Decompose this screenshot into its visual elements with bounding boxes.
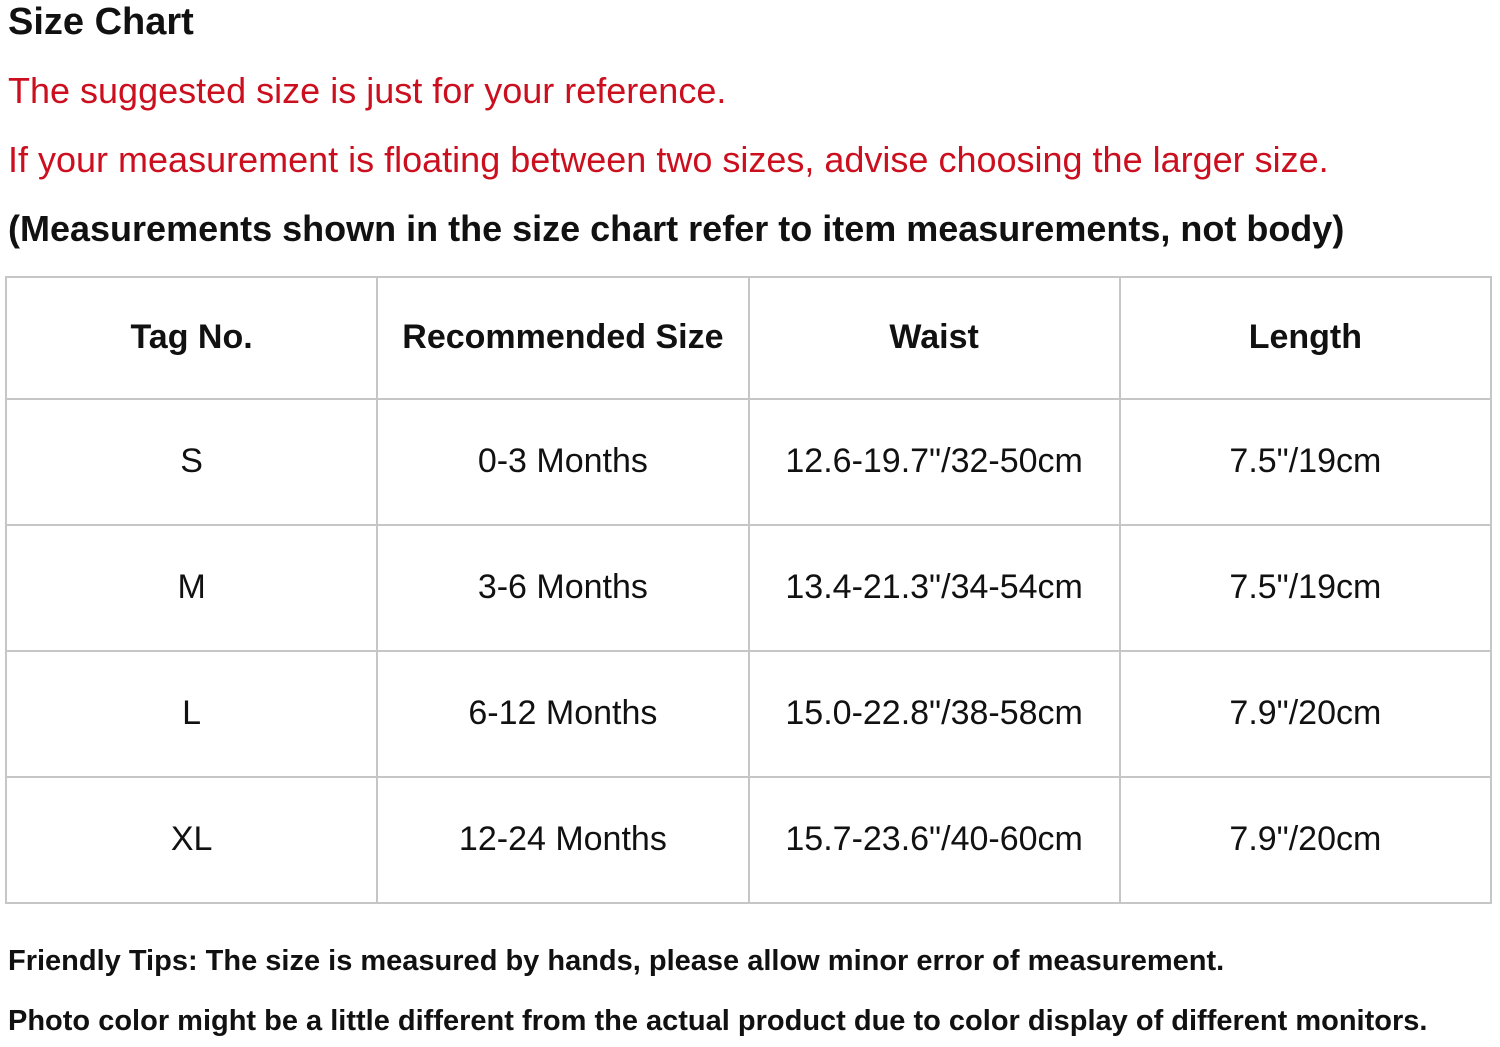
cell-waist: 13.4-21.3"/34-54cm	[747, 523, 1121, 652]
cell-tag: M	[4, 523, 379, 652]
column-header-tag-no: Tag No.	[4, 275, 379, 400]
cell-waist: 12.6-19.7"/32-50cm	[747, 397, 1121, 526]
cell-tag: XL	[4, 775, 379, 904]
page-title: Size Chart	[8, 1, 194, 43]
measurement-disclaimer: (Measurements shown in the size chart re…	[8, 207, 1345, 249]
cell-recommended-size: 3-6 Months	[376, 523, 750, 652]
column-header-recommended-size: Recommended Size	[376, 275, 750, 400]
cell-length: 7.9"/20cm	[1118, 775, 1493, 904]
cell-length: 7.9"/20cm	[1118, 649, 1493, 778]
cell-waist: 15.7-23.6"/40-60cm	[747, 775, 1121, 904]
friendly-tips-note: Friendly Tips: The size is measured by h…	[8, 944, 1225, 977]
red-note-larger-size: If your measurement is floating between …	[8, 138, 1329, 180]
column-header-waist: Waist	[747, 275, 1121, 400]
table-row-m: M 3-6 Months 13.4-21.3"/34-54cm 7.5"/19c…	[4, 523, 1493, 652]
red-note-reference: The suggested size is just for your refe…	[8, 69, 727, 111]
table-row-l: L 6-12 Months 15.0-22.8"/38-58cm 7.9"/20…	[4, 649, 1493, 778]
column-header-length: Length	[1118, 275, 1493, 400]
cell-tag: L	[4, 649, 379, 778]
table-row-s: S 0-3 Months 12.6-19.7"/32-50cm 7.5"/19c…	[4, 397, 1493, 526]
cell-recommended-size: 6-12 Months	[376, 649, 750, 778]
cell-waist: 15.0-22.8"/38-58cm	[747, 649, 1121, 778]
cell-length: 7.5"/19cm	[1118, 397, 1493, 526]
table-header-row: Tag No. Recommended Size Waist Length	[4, 275, 1493, 400]
table-row-xl: XL 12-24 Months 15.7-23.6"/40-60cm 7.9"/…	[4, 775, 1493, 904]
cell-length: 7.5"/19cm	[1118, 523, 1493, 652]
photo-color-note: Photo color might be a little different …	[8, 1004, 1428, 1037]
cell-tag: S	[4, 397, 379, 526]
cell-recommended-size: 12-24 Months	[376, 775, 750, 904]
size-chart-table: Tag No. Recommended Size Waist Length S …	[4, 275, 1493, 904]
cell-recommended-size: 0-3 Months	[376, 397, 750, 526]
